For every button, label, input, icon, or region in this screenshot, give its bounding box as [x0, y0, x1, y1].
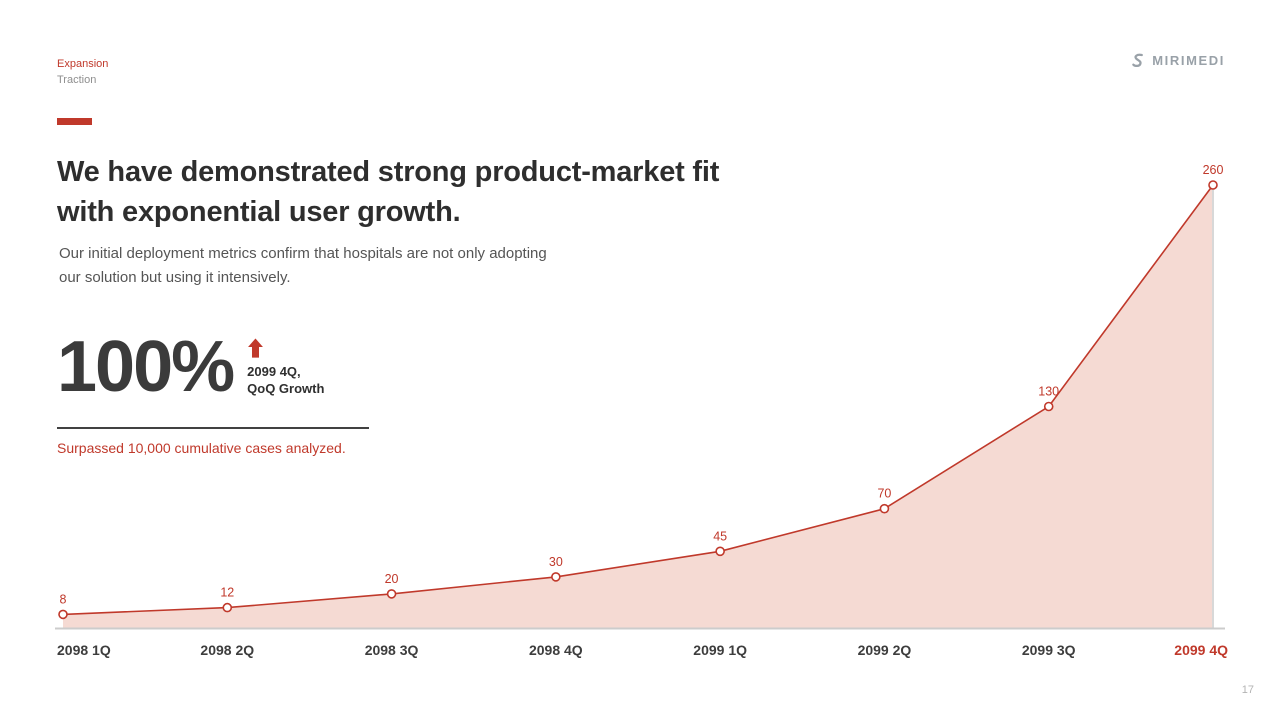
- section-label: Expansion: [57, 58, 109, 70]
- subtitle-line1: Our initial deployment metrics confirm t…: [59, 245, 547, 262]
- chart-point: [386, 589, 397, 599]
- x-axis-label: 2099 3Q: [1021, 642, 1076, 658]
- stat-caption: 2099 4Q, QoQ Growth: [247, 363, 324, 397]
- stat-note: Surpassed 10,000 cumulative cases analyz…: [57, 440, 346, 456]
- x-axis-label: 2098 4Q: [528, 642, 583, 658]
- page-title: We have demonstrated strong product-mark…: [57, 152, 719, 232]
- stat-caption-line2: QoQ Growth: [247, 381, 325, 396]
- chart-point: [58, 609, 68, 620]
- x-axis-label: 2098 1Q: [57, 642, 111, 658]
- chart-point-label: 12: [220, 586, 234, 600]
- stat-underline: [57, 427, 369, 429]
- chart-point-label: 260: [1203, 163, 1224, 177]
- chart-point: [1043, 401, 1054, 412]
- chart-point-label: 8: [60, 592, 67, 606]
- company-logo: MIRIMEDI: [1129, 52, 1225, 69]
- x-axis-label: 2099 4Q: [1174, 642, 1228, 658]
- chart-point-label: 70: [877, 487, 891, 501]
- chart-point: [715, 546, 725, 557]
- x-axis-labels: 2098 1Q 2098 2Q 2098 3Q 2098 4Q 2099 1Q 2099 …: [0, 642, 1280, 664]
- headline-line2: with exponential user growth.: [57, 196, 461, 228]
- breadcrumb: Expansion Traction: [57, 56, 108, 88]
- chart-point: [879, 503, 890, 514]
- stat-value: 100%: [57, 327, 235, 407]
- logo-text: MIRIMEDI: [1152, 53, 1225, 68]
- growth-chart-line: [62, 184, 1214, 616]
- mirimedi-logo-icon: [1132, 53, 1144, 68]
- page-number: 17: [1241, 684, 1254, 696]
- x-axis-label: 2099 2Q: [857, 642, 912, 658]
- chart-point: [1208, 180, 1218, 190]
- chart-point-label: 130: [1038, 385, 1059, 399]
- subsection-label: Traction: [57, 74, 97, 86]
- x-axis-label: 2098 3Q: [364, 642, 419, 658]
- stat-side: 2099 4Q, QoQ Growth: [247, 331, 324, 397]
- chart-point-label: 30: [549, 555, 563, 569]
- x-axis-label: 2099 1Q: [693, 642, 747, 658]
- arrow-up-icon: [248, 338, 264, 358]
- stat-block: 100% 2099 4Q, QoQ Growth: [57, 331, 324, 403]
- arrow-up-shape: [248, 338, 264, 358]
- chart-point-label: 20: [385, 572, 399, 586]
- stat-caption-line1: 2099 4Q,: [247, 364, 301, 379]
- chart-point: [222, 602, 233, 613]
- headline-line1: We have demonstrated strong product-mark…: [57, 156, 720, 188]
- subtitle-line2: our solution but using it intensively.: [59, 269, 291, 286]
- chart-point: [551, 572, 561, 582]
- x-axis-label: 2098 2Q: [200, 642, 255, 658]
- chart-point-label: 45: [713, 529, 727, 543]
- accent-dash: [57, 118, 92, 125]
- subtitle: Our initial deployment metrics confirm t…: [59, 242, 547, 290]
- growth-chart-area: [63, 185, 1213, 628]
